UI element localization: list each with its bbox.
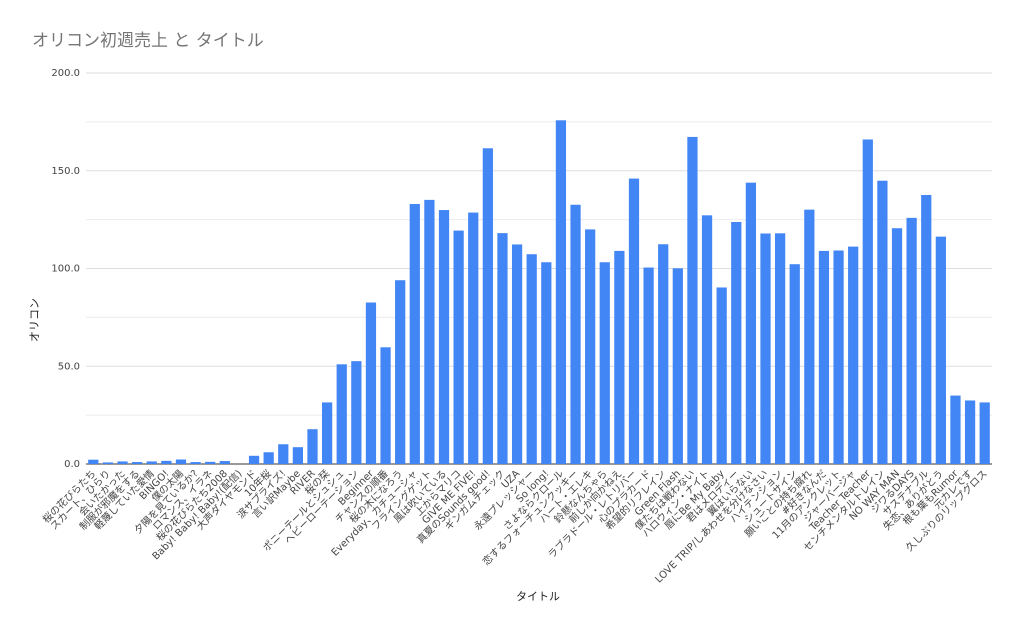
bar[interactable] — [701, 215, 713, 464]
bar[interactable] — [117, 461, 128, 464]
y-axis-ticks: 0.0 50.0 100.0 150.0 200.0 — [51, 68, 80, 470]
bar[interactable] — [132, 462, 143, 464]
bar[interactable] — [365, 302, 377, 464]
bar[interactable] — [585, 229, 596, 464]
y-tick-label: 200.0 — [51, 68, 80, 79]
bar[interactable] — [88, 459, 99, 464]
bar[interactable] — [190, 462, 201, 464]
bar[interactable] — [482, 148, 493, 464]
bar[interactable] — [672, 268, 683, 464]
bar[interactable] — [921, 194, 932, 464]
y-tick-label: 0.0 — [64, 459, 80, 470]
y-tick-label: 150.0 — [51, 166, 80, 177]
x-axis-title: タイトル — [516, 590, 560, 603]
bar[interactable] — [219, 461, 230, 464]
bar[interactable] — [599, 262, 610, 464]
bar[interactable] — [161, 460, 172, 464]
x-axis-ticks: 桜の花びらたちスカート、ひらり会いたかった制服が邪魔をする軽蔑していた愛情BIN… — [40, 466, 990, 585]
bar[interactable] — [906, 217, 917, 464]
bar[interactable] — [804, 209, 815, 464]
bar[interactable] — [248, 455, 260, 464]
bar[interactable] — [833, 250, 844, 464]
y-tick-label: 50.0 — [58, 361, 80, 372]
bar[interactable] — [658, 244, 669, 464]
bar[interactable] — [789, 264, 800, 464]
bar[interactable] — [351, 361, 362, 464]
bar[interactable] — [395, 280, 406, 464]
bar[interactable] — [570, 204, 581, 464]
bar[interactable] — [102, 462, 114, 464]
bar[interactable] — [205, 461, 216, 464]
bar[interactable] — [628, 178, 640, 464]
bar[interactable] — [526, 254, 537, 464]
bar[interactable] — [511, 244, 523, 464]
bar[interactable] — [292, 447, 304, 464]
bar[interactable] — [307, 429, 318, 464]
bar[interactable] — [964, 400, 976, 464]
bar[interactable] — [760, 233, 771, 464]
bar[interactable] — [774, 233, 786, 464]
bar[interactable] — [278, 444, 289, 464]
bar[interactable] — [321, 402, 333, 464]
bar[interactable] — [862, 139, 873, 464]
bar[interactable] — [745, 182, 757, 464]
bar[interactable] — [935, 236, 946, 464]
bar[interactable] — [555, 120, 567, 464]
bar[interactable] — [979, 402, 990, 464]
bars — [88, 120, 990, 465]
bar[interactable] — [614, 250, 625, 464]
bar[interactable] — [453, 230, 464, 464]
bar[interactable] — [716, 287, 727, 464]
y-tick-label: 100.0 — [51, 264, 80, 275]
y-axis-title: オリコン — [28, 298, 41, 342]
bar[interactable] — [409, 203, 420, 465]
bar[interactable] — [687, 136, 698, 464]
bar[interactable] — [541, 262, 552, 464]
bar[interactable] — [380, 347, 391, 464]
bar[interactable] — [336, 364, 347, 464]
bar[interactable] — [877, 180, 888, 464]
chart-title: オリコン初週売上 と タイトル — [32, 31, 264, 51]
bar[interactable] — [848, 246, 859, 464]
bar[interactable] — [175, 459, 187, 464]
bar[interactable] — [497, 233, 508, 464]
bar[interactable] — [263, 452, 274, 464]
bar[interactable] — [643, 267, 654, 464]
bar[interactable] — [818, 250, 830, 464]
bar[interactable] — [146, 461, 157, 464]
bar[interactable] — [950, 395, 961, 464]
bar[interactable] — [438, 210, 450, 464]
bar[interactable] — [424, 199, 435, 464]
bar[interactable] — [468, 212, 479, 464]
bar[interactable] — [891, 228, 903, 464]
bar[interactable] — [731, 221, 742, 464]
